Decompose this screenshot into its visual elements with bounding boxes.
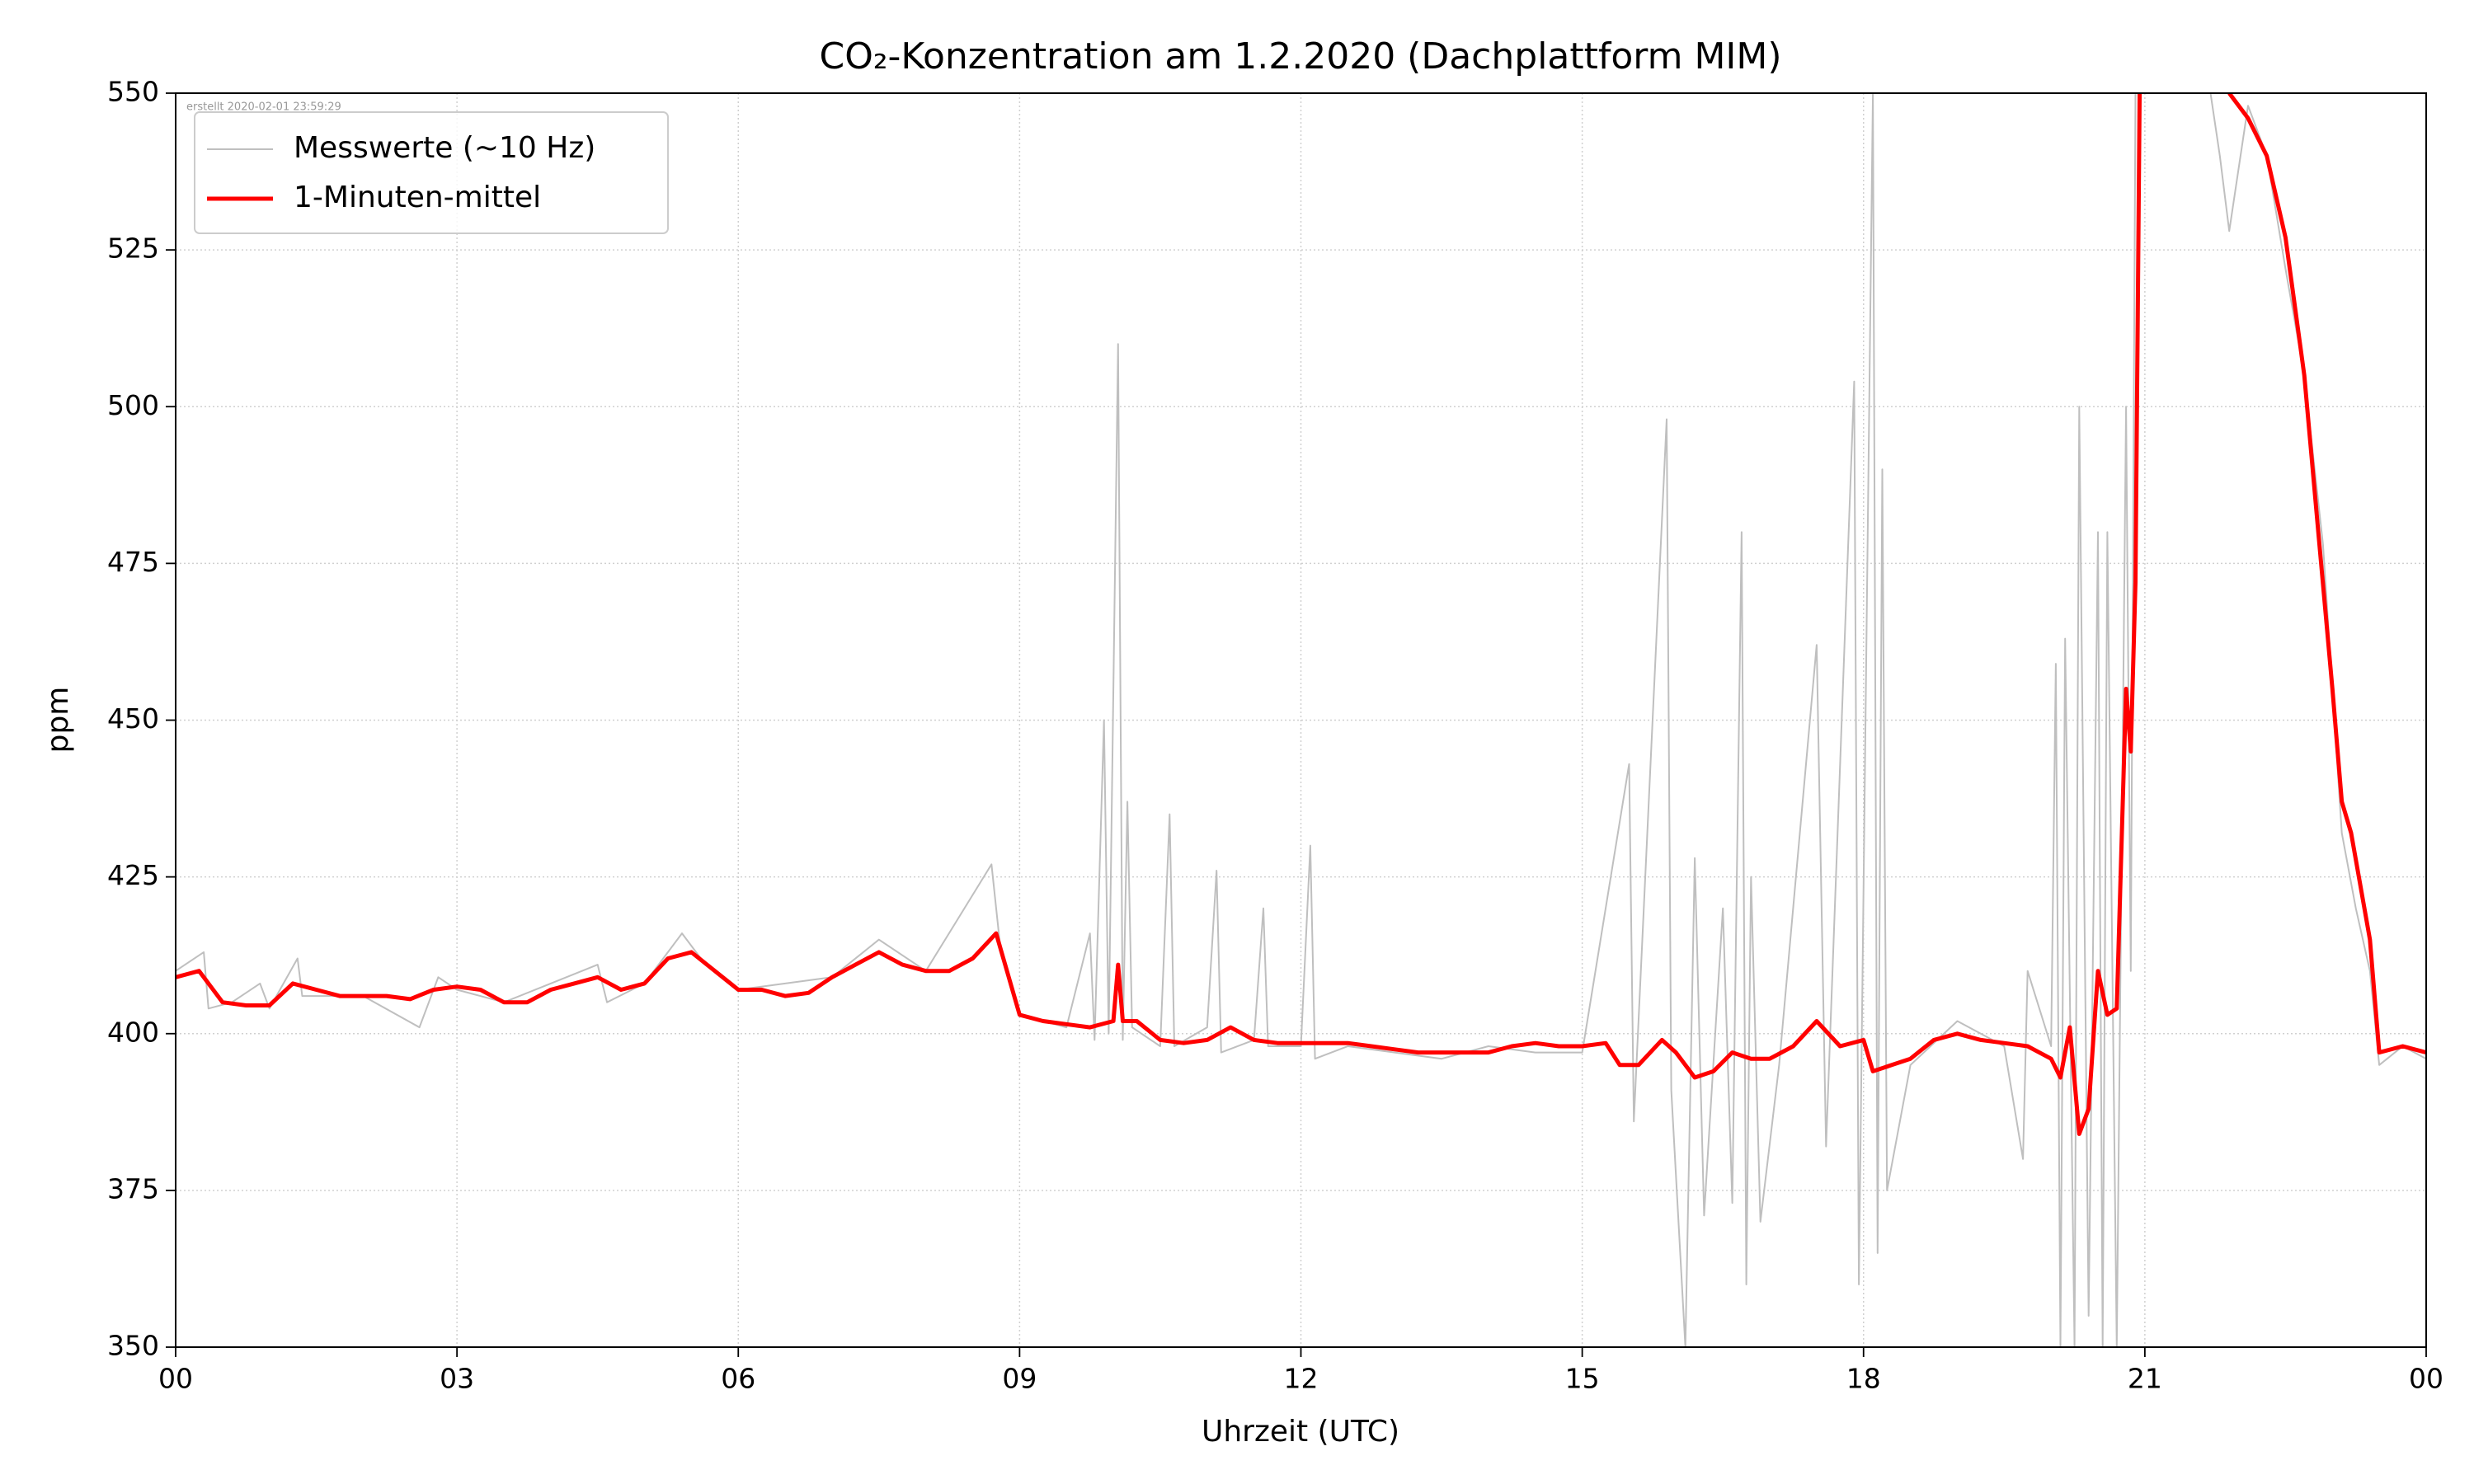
x-tick-label: 18 <box>1846 1363 1881 1395</box>
x-tick-label: 00 <box>2409 1363 2443 1395</box>
series-line <box>176 93 2426 1136</box>
plot-frame <box>175 92 2427 1348</box>
x-tick-label: 09 <box>1002 1363 1037 1395</box>
legend-box <box>194 111 669 234</box>
y-tick-label: 350 <box>107 1330 159 1362</box>
x-tick-label: 15 <box>1565 1363 1600 1395</box>
x-tick-label: 21 <box>2128 1363 2162 1395</box>
annotation: erstellt 2020-02-01 23:59:29 <box>186 101 341 114</box>
y-tick-label: 425 <box>107 859 159 891</box>
plot-area <box>176 93 2426 1347</box>
legend-label: 1-Minuten-mittel <box>294 181 541 214</box>
x-tick-label: 03 <box>440 1363 474 1395</box>
x-axis-label: Uhrzeit (UTC) <box>1202 1415 1399 1449</box>
legend-label: Messwerte (~10 Hz) <box>294 131 595 165</box>
x-tick-label: 00 <box>158 1363 193 1395</box>
y-tick-label: 375 <box>107 1172 159 1205</box>
y-tick-label: 500 <box>107 389 159 421</box>
x-tick-label: 12 <box>1284 1363 1319 1395</box>
y-tick-label: 450 <box>107 702 159 735</box>
chart-title: CO₂-Konzentration am 1.2.2020 (Dachplatt… <box>819 35 1781 77</box>
y-axis-label: ppm <box>41 687 75 754</box>
y-tick-label: 525 <box>107 232 159 265</box>
y-tick-label: 550 <box>107 76 159 108</box>
y-tick-label: 400 <box>107 1016 159 1048</box>
y-tick-label: 475 <box>107 546 159 578</box>
x-tick-label: 06 <box>721 1363 755 1395</box>
